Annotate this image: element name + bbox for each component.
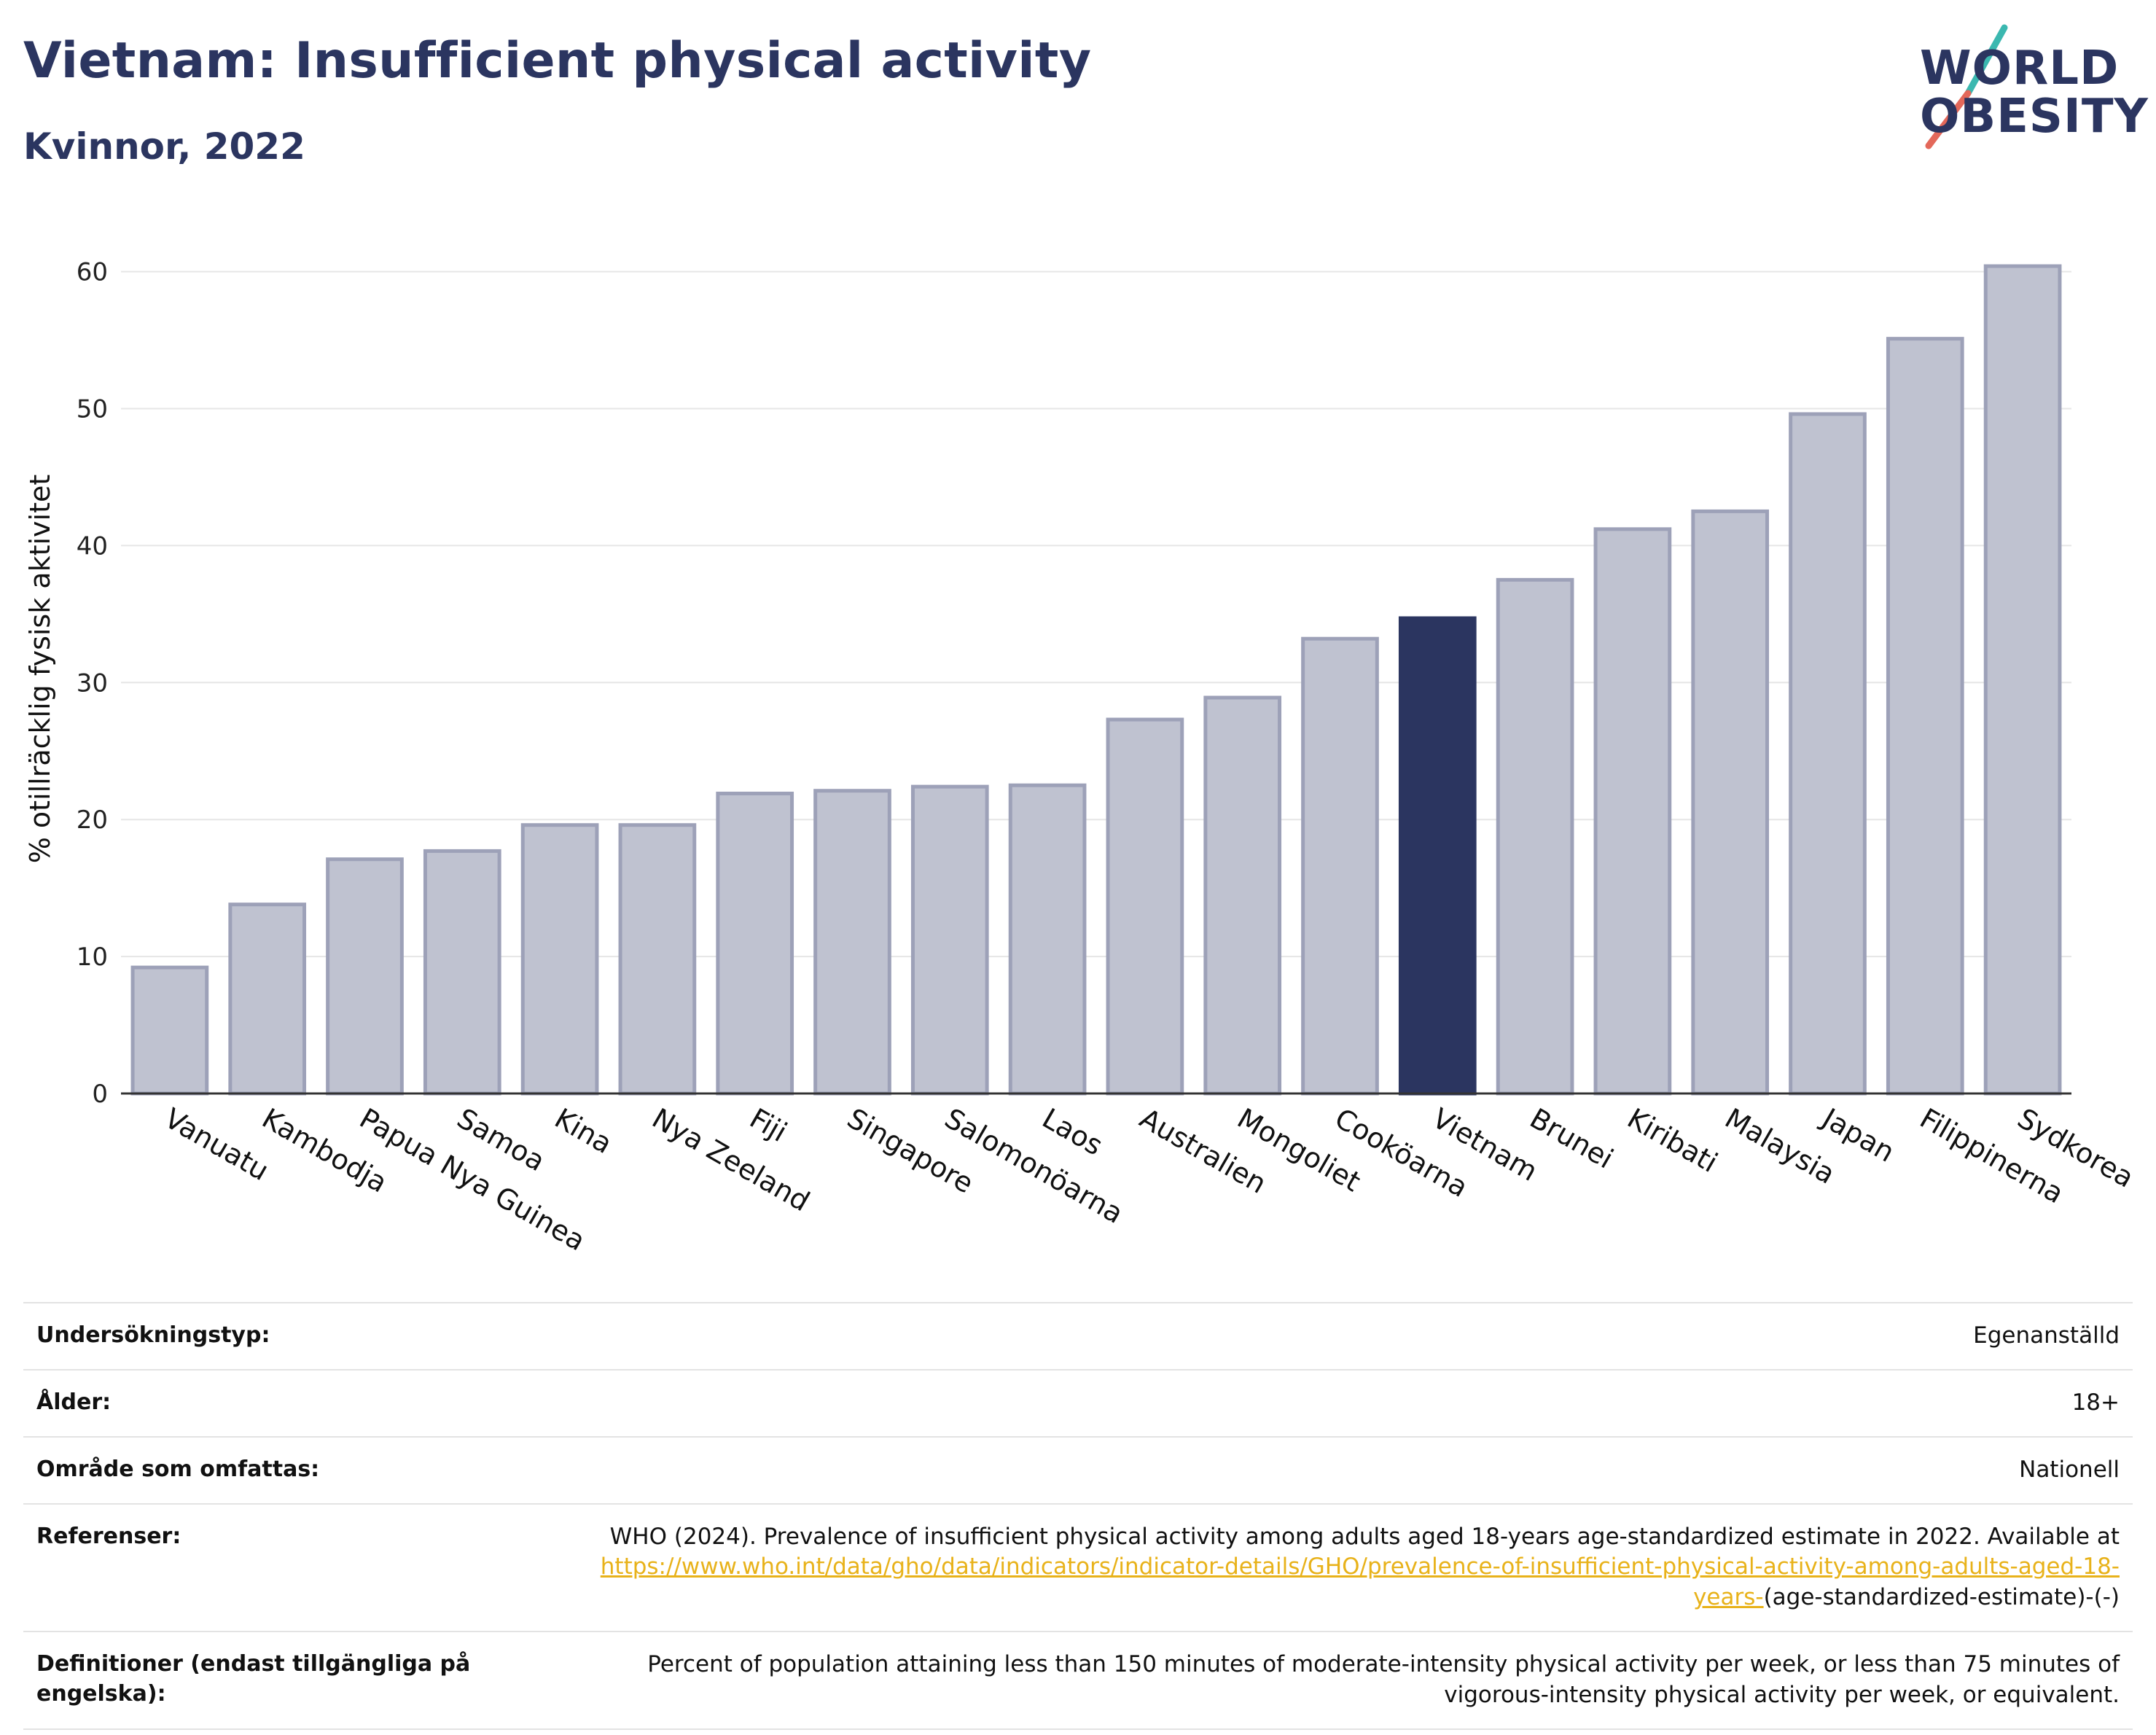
bar-malaysia: [1691, 509, 1770, 1096]
x-tick-label: Kiribati: [1622, 1102, 1723, 1179]
y-tick-label: 30: [77, 668, 108, 698]
bar-salomonöarna: [910, 784, 989, 1096]
meta-key: Undersökningstyp:: [23, 1302, 545, 1370]
x-tick-label: Laos: [1037, 1102, 1109, 1162]
bar-filippinerna: [1886, 337, 1964, 1096]
page-title: Vietnam: Insufficient physical activity: [23, 32, 1092, 90]
y-tick-label: 10: [77, 943, 108, 972]
bar-kiribati: [1593, 527, 1672, 1096]
meta-key: Definitioner (endast tillgängliga på eng…: [23, 1631, 545, 1730]
reference-suffix: (age-standardized-estimate)-(-): [1763, 1584, 2120, 1611]
meta-value: Percent of population attaining less tha…: [545, 1631, 2133, 1730]
meta-value: Egenanställd: [545, 1302, 2133, 1370]
bar-japan: [1789, 412, 1867, 1096]
bar-papua-nya-guinea: [326, 857, 404, 1096]
y-tick-label: 20: [77, 806, 108, 835]
y-axis-label: % otillräcklig fysisk aktivitet: [24, 475, 56, 864]
x-tick-label: Malaysia: [1719, 1102, 1840, 1190]
page-subtitle: Kvinnor, 2022: [23, 125, 305, 168]
logo-text-line2: OBESITY: [1920, 90, 2149, 144]
bar-singapore: [813, 789, 891, 1096]
meta-row: Område som omfattas: Nationell: [23, 1435, 2133, 1504]
metadata-table: Undersökningstyp: Egenanställd Ålder: 18…: [23, 1302, 2133, 1730]
bar-australien: [1106, 717, 1184, 1096]
x-tick-label: Fiji: [744, 1102, 792, 1148]
bar-sydkorea: [1983, 264, 2062, 1096]
meta-row: Ålder: 18+: [23, 1368, 2133, 1437]
meta-value: 18+: [545, 1368, 2133, 1437]
bar-nya-zeeland: [618, 823, 697, 1096]
y-tick-label: 0: [92, 1080, 108, 1109]
logo-text-line1: WORLD: [1920, 42, 2120, 95]
bar-fiji: [716, 791, 794, 1096]
meta-row: Definitioner (endast tillgängliga på eng…: [23, 1631, 2133, 1730]
bar-samoa: [423, 849, 501, 1096]
meta-value: WHO (2024). Prevalence of insufficient p…: [545, 1502, 2133, 1632]
bar-kina: [520, 823, 599, 1096]
bar-mongoliet: [1203, 695, 1282, 1096]
bar-brunei: [1496, 577, 1574, 1096]
y-tick-label: 50: [77, 394, 108, 424]
logo-slash-icon: [1925, 24, 2008, 149]
bar-kambodja: [228, 902, 307, 1096]
bar-laos: [1008, 783, 1087, 1096]
world-obesity-logo[interactable]: WORLD OBESITY: [1902, 20, 2148, 159]
meta-key: Referenser:: [23, 1502, 545, 1632]
bar-chart: 0 10 20 30 40 50 60 % otillräcklig fysisk aktiv…: [24, 258, 2139, 1258]
bar-vietnam: [1398, 616, 1477, 1096]
reference-text: WHO (2024). Prevalence of insufficient p…: [609, 1523, 2120, 1550]
meta-key: Område som omfattas:: [23, 1435, 545, 1504]
y-tick-label: 40: [77, 531, 108, 561]
x-tick-label: Kina: [550, 1102, 618, 1161]
meta-value: Nationell: [545, 1435, 2133, 1504]
bar-vanuatu: [130, 965, 209, 1096]
meta-row: Referenser: WHO (2024). Prevalence of in…: [23, 1502, 2133, 1632]
bar-cooköarna: [1301, 636, 1379, 1096]
meta-key: Ålder:: [23, 1368, 545, 1437]
y-tick-label: 60: [77, 258, 108, 287]
meta-row: Undersökningstyp: Egenanställd: [23, 1302, 2133, 1370]
bar-chart-svg: 0 10 20 30 40 50 60 % otillräcklig fysisk aktiv…: [24, 258, 2139, 1258]
x-tick-label: Vanuatu: [159, 1102, 274, 1187]
reference-link[interactable]: https://www.who.int/data/gho/data/indica…: [600, 1553, 2120, 1611]
